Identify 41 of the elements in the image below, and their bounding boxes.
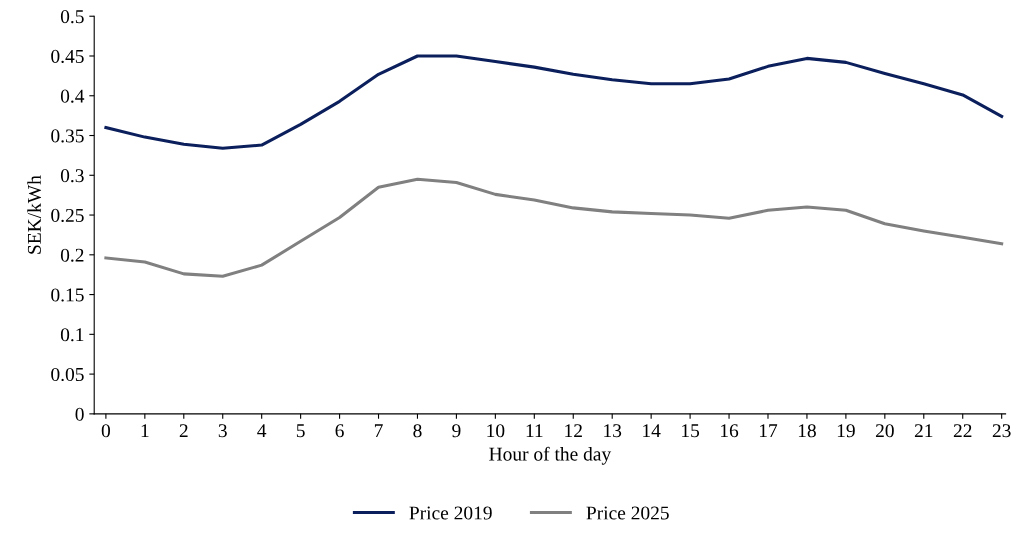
x-tick-label: 22	[953, 424, 972, 438]
x-tick-label: 15	[682, 424, 700, 438]
line-series	[104, 54, 1004, 150]
y-tick-label: 0.05	[51, 367, 84, 382]
y-tick-label: 0	[75, 407, 84, 421]
x-tick-label: 6	[335, 424, 344, 438]
x-tick-label: 5	[296, 424, 305, 438]
x-tick-label: 3	[218, 424, 227, 438]
x-tick-label: 1	[141, 424, 149, 438]
x-tick-label: 18	[798, 424, 816, 438]
x-tick-label: 11	[526, 424, 543, 438]
line-series	[104, 177, 1004, 278]
y-tick-label: 0.2	[60, 248, 84, 262]
x-tick-label: 2	[179, 424, 188, 438]
x-tick-label: 19	[837, 424, 855, 438]
x-tick-label: 16	[721, 424, 739, 438]
y-tick-label: 0.15	[51, 288, 84, 302]
x-tick-label: 4	[257, 424, 267, 438]
x-tick-label: 17	[759, 424, 778, 438]
y-tick-label: 0.45	[51, 49, 84, 64]
y-tick-label: 0.25	[51, 208, 84, 223]
x-tick-label: 23	[992, 424, 1011, 438]
y-tick-label: 0.3	[60, 169, 84, 183]
x-tick-label: 9	[452, 424, 461, 438]
x-tick-label: 21	[914, 424, 933, 438]
x-tick-label: 7	[374, 424, 383, 438]
x-tick-label: 14	[643, 424, 661, 438]
x-tick-label: 10	[487, 424, 505, 438]
x-tick-label: 8	[413, 424, 422, 438]
x-tick-label: 20	[875, 424, 894, 438]
y-tick-label: 0.1	[60, 328, 84, 342]
y-axis-title: SEK/kWh	[27, 175, 42, 254]
x-tick-label: 13	[604, 424, 622, 438]
legend-label: Price 2019	[409, 506, 492, 520]
y-tick-label: 0.4	[60, 89, 85, 103]
x-tick-label: 0	[101, 424, 111, 438]
x-tick-label: 12	[565, 424, 582, 438]
y-tick-label: 0.5	[60, 10, 84, 24]
y-tick-label: 0.35	[51, 129, 84, 143]
x-axis-title: Hour of the day	[489, 446, 612, 465]
legend-label: Price 2025	[586, 506, 669, 520]
